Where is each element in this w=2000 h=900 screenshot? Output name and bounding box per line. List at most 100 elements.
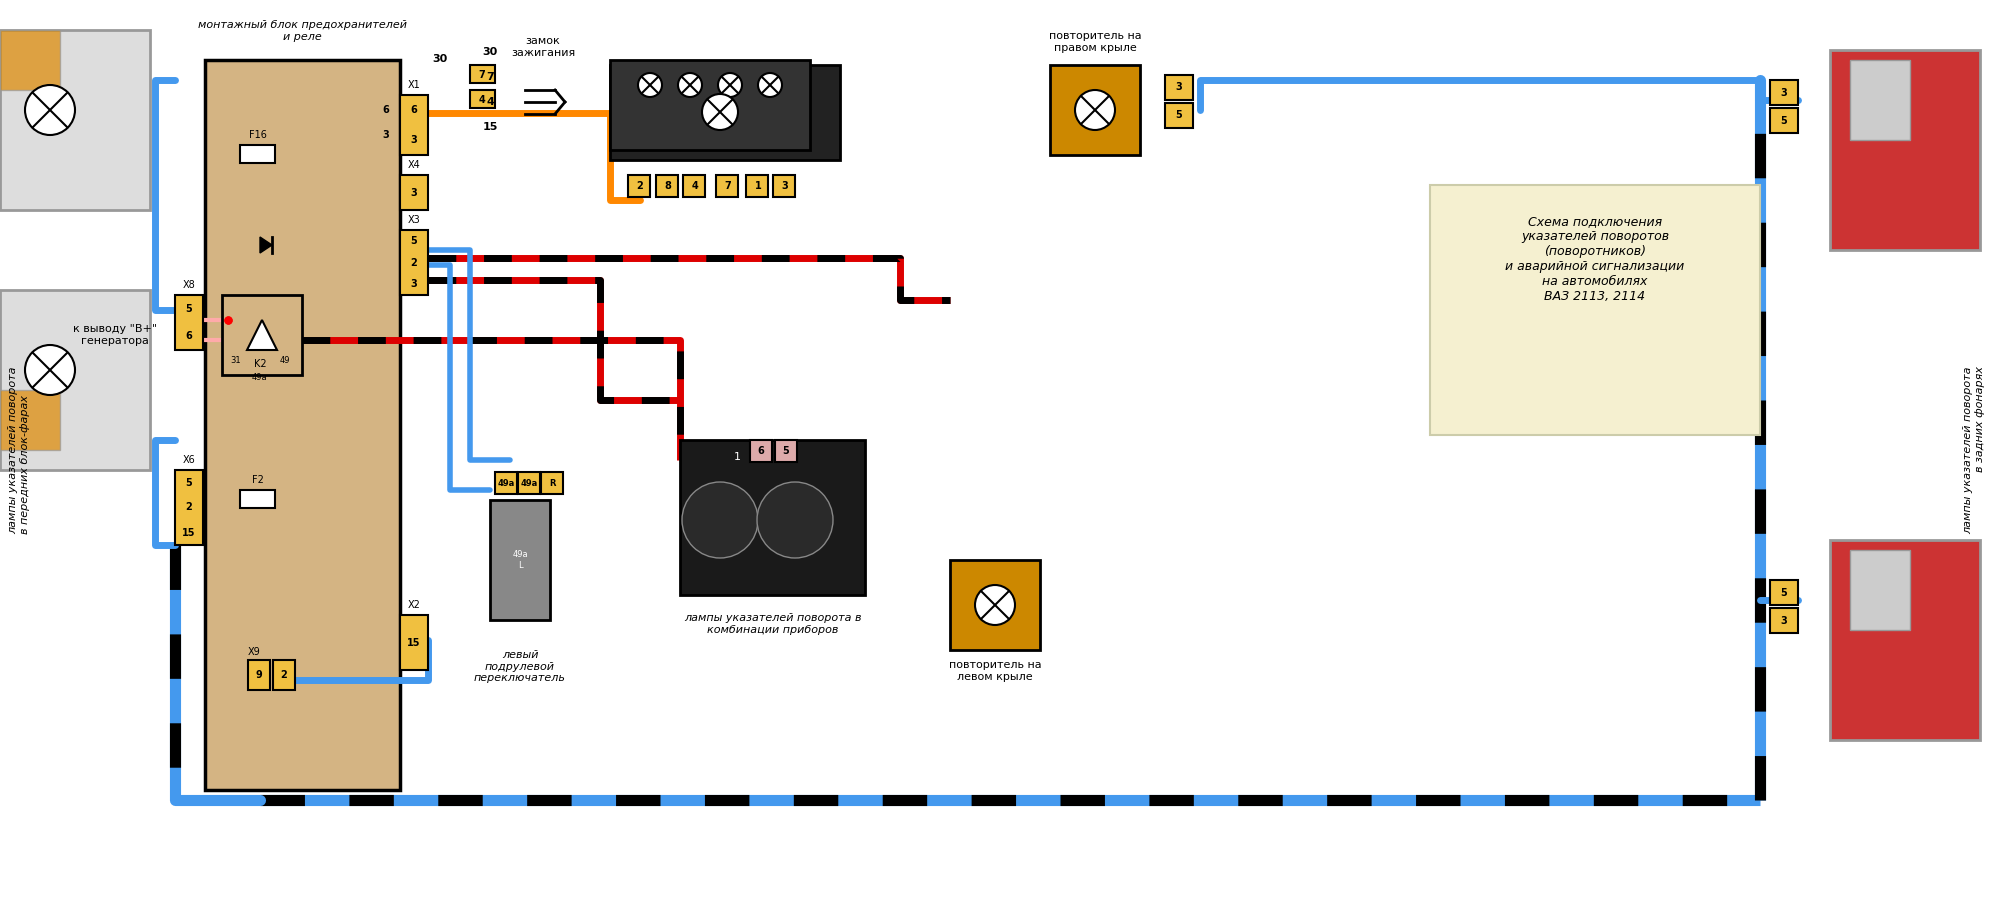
Polygon shape [248,320,276,350]
Bar [0,290,150,470]
Bar [716,175,738,197]
Text: K2: K2 [254,359,266,369]
Bar [610,65,840,160]
Text: 5: 5 [782,446,790,456]
Text: 30: 30 [432,54,448,64]
Bar [1430,185,1760,435]
Bar [206,60,400,790]
Text: X3: X3 [408,215,420,225]
Text: 2: 2 [280,670,288,680]
Text: X6: X6 [182,455,196,465]
Bar [1050,65,1140,155]
Bar [1830,50,1980,250]
Text: 31: 31 [230,356,240,365]
Polygon shape [260,237,272,253]
Text: 6: 6 [382,105,390,115]
Text: лампы указателей поворота
в передних блок-фарах: лампы указателей поворота в передних бло… [8,366,30,534]
Text: левый
подрулевой
переключатель: левый подрулевой переключатель [474,650,566,683]
Text: 2: 2 [410,257,418,267]
Bar [1850,550,1910,630]
Text: замок
зажигания: замок зажигания [510,36,576,58]
Bar [400,615,428,670]
Text: 15: 15 [408,637,420,647]
Text: повторитель на
правом крыле: повторитель на правом крыле [1048,32,1142,53]
Text: F2: F2 [252,475,264,485]
Bar [1770,108,1798,133]
Text: 30: 30 [482,47,498,57]
Text: 6: 6 [186,331,192,341]
Bar [240,490,276,508]
Text: 5: 5 [186,478,192,488]
Bar [540,472,564,494]
Text: монтажный блок предохранителей
и реле: монтажный блок предохранителей и реле [198,21,408,42]
Circle shape [1076,90,1116,130]
Circle shape [756,482,832,558]
Bar [1770,580,1798,605]
Bar [628,175,650,197]
Bar [1850,60,1910,140]
Bar [400,230,428,295]
Text: 5: 5 [410,236,418,246]
Text: лампы указателей поворота в
комбинации приборов: лампы указателей поворота в комбинации п… [684,613,862,634]
Circle shape [638,73,662,97]
Bar [1164,103,1192,128]
Text: 1: 1 [734,452,740,462]
Bar [772,175,796,197]
Circle shape [682,482,758,558]
Bar [176,295,204,350]
Circle shape [678,73,702,97]
Bar [656,175,678,197]
Text: 4: 4 [692,181,698,191]
Circle shape [702,94,738,130]
Text: 4: 4 [478,95,486,105]
Text: 2: 2 [186,502,192,512]
Text: X2: X2 [408,600,420,610]
Text: 7: 7 [478,70,486,80]
Bar [496,472,516,494]
Text: 49a
L: 49a L [512,550,528,570]
Bar [470,90,496,108]
Bar [470,65,496,83]
Bar [680,440,864,595]
Text: 49a: 49a [520,479,538,488]
Text: лампы указателей поворота
в задних фонарях: лампы указателей поворота в задних фонар… [1964,366,1984,534]
Bar [240,145,276,163]
Bar [950,560,1040,650]
Bar [750,440,772,462]
Text: 9: 9 [256,670,262,680]
Bar [400,175,428,210]
Text: 5: 5 [1780,588,1788,598]
Text: 15: 15 [482,122,498,132]
Bar [1770,80,1798,105]
Bar [272,660,296,690]
Bar [1770,608,1798,633]
Text: 5: 5 [186,304,192,314]
Text: 8: 8 [664,181,672,191]
Text: повторитель на
левом крыле: повторитель на левом крыле [948,660,1042,681]
Text: 49a: 49a [252,373,268,382]
Bar [1164,75,1192,100]
Text: 6: 6 [758,446,764,456]
Bar [0,390,60,450]
Text: 2: 2 [636,181,644,191]
Text: 3: 3 [1780,616,1788,625]
Circle shape [24,345,76,395]
Text: 7: 7 [724,181,732,191]
Text: 49a: 49a [498,479,514,488]
Text: 7: 7 [486,72,494,82]
Text: 6: 6 [410,105,418,115]
Text: 3: 3 [782,181,788,191]
Text: 5: 5 [1780,115,1788,125]
Text: к выводу "В+"
генератора: к выводу "В+" генератора [72,324,158,346]
Bar [684,175,704,197]
Bar [746,175,768,197]
Text: 3: 3 [1176,83,1182,93]
Text: 1: 1 [754,181,762,191]
Bar [400,95,428,155]
Text: X9: X9 [248,647,260,657]
Text: 3: 3 [1780,87,1788,97]
Bar [222,295,302,375]
Text: Схема подключения
указателей поворотов
(поворотников)
и аварийной сигнализации
н: Схема подключения указателей поворотов (… [1506,215,1684,303]
Circle shape [24,85,76,135]
Circle shape [758,73,782,97]
